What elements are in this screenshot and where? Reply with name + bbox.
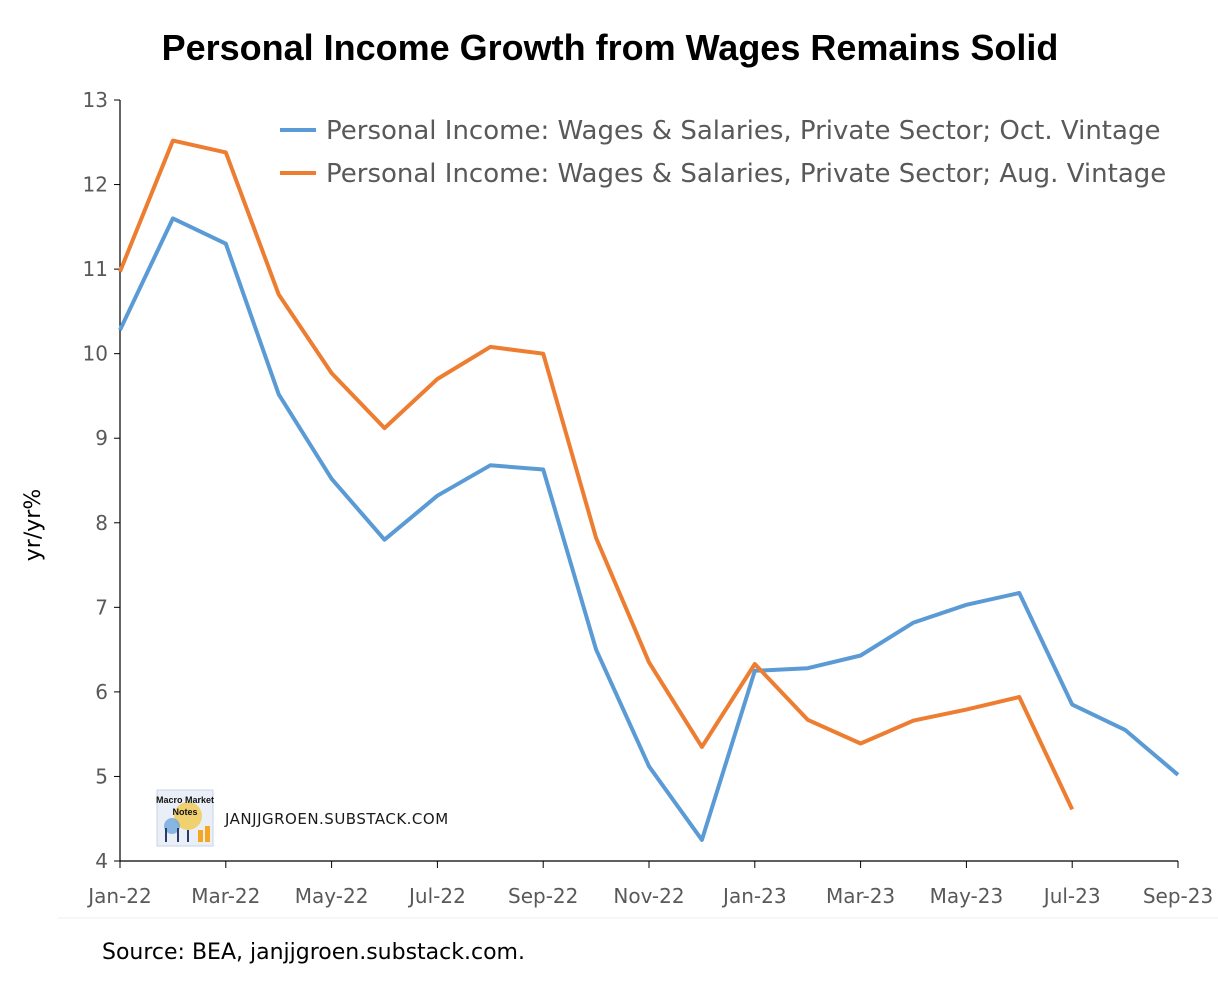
y-tick-label: 13	[83, 88, 108, 112]
x-tick-label: Nov-22	[613, 884, 684, 908]
watermark-text: JANJJGROEN.SUBSTACK.COM	[224, 810, 449, 828]
x-tick-label: Jul-22	[407, 884, 466, 908]
y-tick-label: 9	[95, 426, 108, 450]
x-tick-label: Mar-22	[191, 884, 260, 908]
x-tick-label: Jul-23	[1042, 884, 1101, 908]
series-line-2	[118, 138, 1075, 811]
logo-line1: Macro Market	[156, 795, 214, 805]
y-axis-label: yr/yr%	[21, 489, 46, 561]
y-tick-label: 5	[95, 764, 108, 788]
chart-title: Personal Income Growth from Wages Remain…	[162, 27, 1059, 68]
axes: 4 5 6 7 8 9 10 11 12 13 Jan-22 Mar-22 May-22 Jul-22 Se…	[83, 88, 1214, 908]
watermark: Macro Market Notes JANJJGROEN.SUBSTACK.C…	[156, 789, 449, 847]
x-tick-label: Sep-23	[1143, 884, 1213, 908]
y-tick-label: 6	[95, 680, 108, 704]
series-line-1	[118, 216, 1180, 842]
y-tick-label: 4	[95, 849, 108, 873]
y-tick-label: 7	[95, 595, 108, 619]
y-tick-label: 11	[83, 257, 108, 281]
y-tick-label: 10	[83, 342, 108, 366]
x-tick-label: Jan-22	[86, 884, 152, 908]
legend-label-2: Personal Income: Wages & Salaries, Priva…	[326, 159, 1166, 189]
x-tick-label: May-23	[930, 884, 1004, 908]
series-lines	[118, 138, 1180, 842]
y-tick-label: 12	[83, 173, 108, 197]
source-note: Source: BEA, janjjgroen.substack.com.	[102, 940, 525, 965]
x-tick-label: Sep-22	[508, 884, 578, 908]
logo-line2: Notes	[172, 807, 197, 817]
legend: Personal Income: Wages & Salaries, Priva…	[280, 116, 1166, 189]
x-tick-label: May-22	[295, 884, 369, 908]
macro-market-notes-logo: Macro Market Notes	[156, 789, 214, 847]
legend-label-1: Personal Income: Wages & Salaries, Priva…	[326, 116, 1160, 146]
x-tick-label: Mar-23	[826, 884, 895, 908]
y-tick-label: 8	[95, 511, 108, 535]
x-tick-label: Jan-23	[721, 884, 787, 908]
